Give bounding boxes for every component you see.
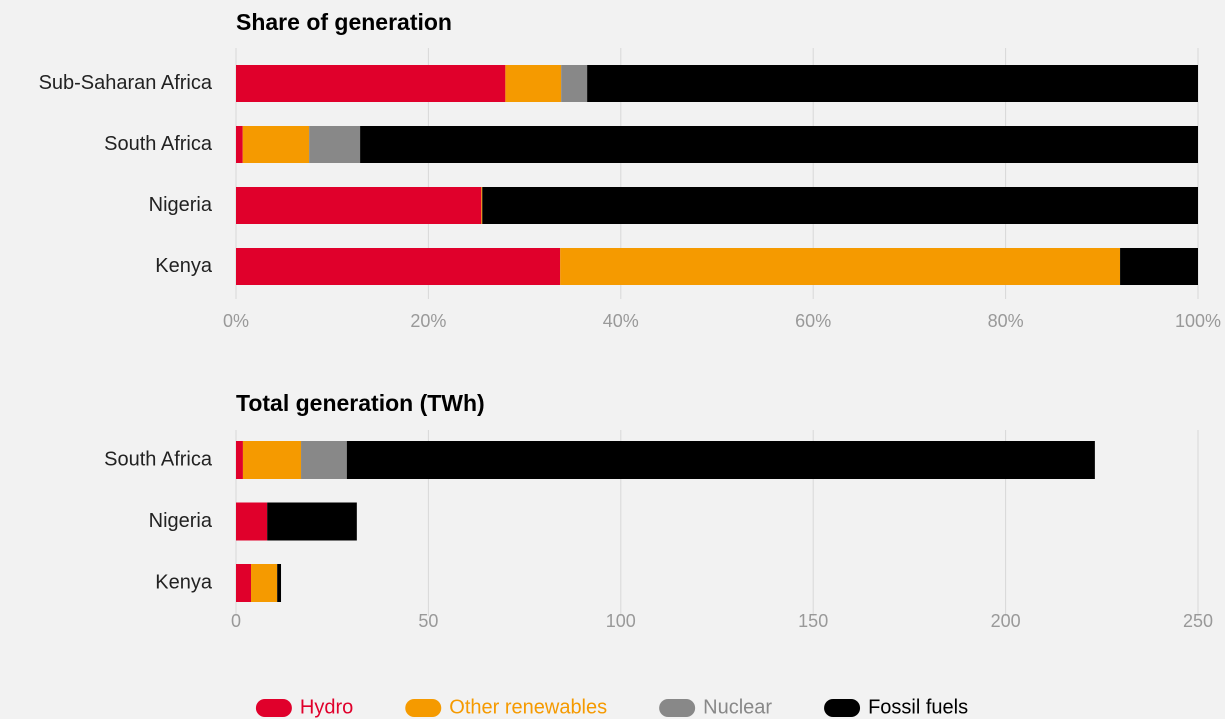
x-tick-label: 40% bbox=[603, 311, 639, 331]
bar-segment bbox=[301, 441, 347, 479]
x-tick-label: 20% bbox=[410, 311, 446, 331]
x-tick-label: 60% bbox=[795, 311, 831, 331]
bar-segment bbox=[560, 248, 1121, 285]
bar-segment bbox=[236, 65, 506, 102]
category-label: Kenya bbox=[155, 571, 213, 593]
bar-segment bbox=[360, 126, 1198, 163]
legend-label: Hydro bbox=[300, 696, 353, 718]
x-tick-label: 80% bbox=[988, 311, 1024, 331]
legend-item: Nuclear bbox=[659, 696, 772, 718]
x-tick-label: 50 bbox=[418, 611, 438, 631]
bar-segment bbox=[267, 502, 357, 541]
x-tick-label: 200 bbox=[991, 611, 1021, 631]
chart-title: Share of generation bbox=[236, 9, 452, 35]
category-label: Nigeria bbox=[149, 194, 213, 216]
x-tick-label: 250 bbox=[1183, 611, 1213, 631]
chart-title: Total generation (TWh) bbox=[236, 390, 485, 416]
x-tick-label: 0 bbox=[231, 611, 241, 631]
legend-item: Fossil fuels bbox=[824, 696, 968, 718]
bar-segment bbox=[482, 187, 1199, 224]
bar-segment bbox=[1120, 248, 1198, 285]
bar-segment bbox=[587, 65, 1198, 102]
bar-segment bbox=[481, 187, 483, 224]
bar-segment bbox=[236, 502, 268, 541]
category-label: Kenya bbox=[155, 255, 213, 277]
x-tick-label: 100% bbox=[1175, 311, 1221, 331]
legend-label: Nuclear bbox=[703, 696, 772, 718]
category-label: South Africa bbox=[104, 133, 213, 155]
category-label: Sub-Saharan Africa bbox=[39, 72, 213, 94]
legend-item: Other renewables bbox=[405, 696, 607, 718]
bar-segment bbox=[236, 441, 243, 479]
bar-segment bbox=[277, 564, 282, 602]
legend-swatch bbox=[405, 699, 442, 717]
bar-segment bbox=[236, 126, 243, 163]
bar-segment bbox=[251, 564, 278, 602]
bar-segment bbox=[505, 65, 562, 102]
legend-label: Fossil fuels bbox=[868, 696, 968, 718]
legend-item: Hydro bbox=[255, 696, 353, 718]
x-tick-label: 0% bbox=[223, 311, 249, 331]
bar-segment bbox=[561, 65, 588, 102]
legend-swatch bbox=[659, 699, 696, 717]
legend-swatch bbox=[824, 699, 861, 717]
legend-label: Other renewables bbox=[449, 696, 607, 718]
legend: Hydro Other renewables Nuclear Fossil fuels bbox=[255, 696, 968, 718]
bar-segment bbox=[309, 126, 361, 163]
bar-segment bbox=[236, 564, 252, 602]
bar-segment bbox=[236, 187, 482, 224]
bar-segment bbox=[242, 441, 302, 479]
category-label: Nigeria bbox=[149, 510, 213, 532]
x-tick-label: 150 bbox=[798, 611, 828, 631]
x-tick-label: 100 bbox=[606, 611, 636, 631]
legend-swatch bbox=[255, 699, 292, 717]
bar-segment bbox=[236, 248, 561, 285]
bar-segment bbox=[346, 441, 1095, 479]
category-label: South Africa bbox=[104, 448, 213, 470]
bar-segment bbox=[242, 126, 310, 163]
